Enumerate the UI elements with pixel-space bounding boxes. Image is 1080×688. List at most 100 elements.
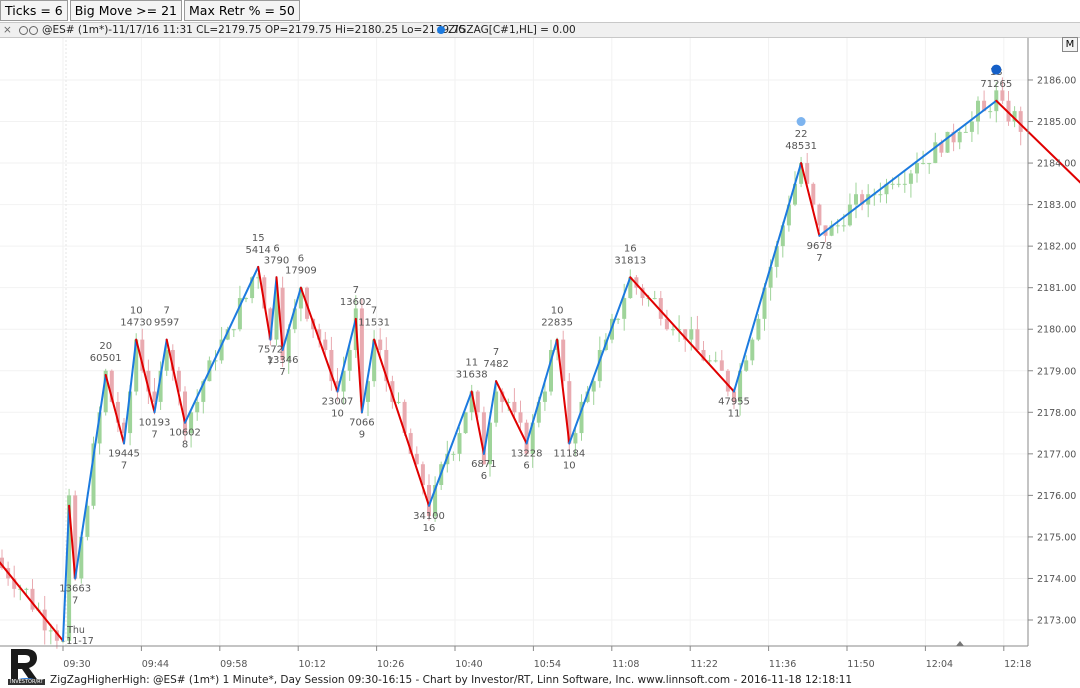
zigzag-label: 19445 — [108, 448, 140, 459]
zigzag-label: 11 — [465, 358, 478, 369]
candle-down — [518, 412, 523, 423]
candle-up — [341, 370, 346, 392]
candle-up — [976, 100, 980, 122]
zigzag-up-segment — [153, 338, 168, 414]
zigzag-up-segment — [428, 390, 473, 507]
candle-down — [115, 401, 120, 423]
candle-down — [1018, 111, 1023, 132]
toggle-dots-icon[interactable] — [19, 25, 39, 39]
candle-down — [329, 349, 334, 382]
zigzag-label: 13346 — [267, 355, 299, 366]
zigzag-down-segment — [299, 286, 339, 393]
zigzag-down-segment — [470, 390, 485, 455]
close-icon[interactable]: × — [3, 24, 12, 36]
candle-down — [73, 495, 78, 579]
zigzag-legend[interactable]: ZIGZAG[C#1,HL] = 0.00 — [437, 23, 576, 37]
chart-grid — [0, 36, 1028, 646]
zigzag-up-segment — [269, 276, 278, 341]
zigzag-label: 9 — [359, 429, 365, 440]
price-axis[interactable]: 2173.00 2174.00 2175.00 2176.00 2177.00 2178.… — [1028, 75, 1076, 627]
zigzag-label: 7 — [279, 367, 285, 378]
zigzag-label: 10 — [130, 306, 143, 317]
param-ticks[interactable]: Ticks = 6 — [0, 0, 68, 21]
zigzag-label: 11184 — [553, 448, 585, 459]
zigzag-label: 6 — [481, 471, 487, 482]
candle-up — [469, 391, 474, 413]
candle-down — [390, 381, 395, 402]
time-tick-label: 12:18 — [1004, 659, 1031, 670]
candle-down — [695, 329, 700, 350]
zigzag-label: 16 — [423, 523, 436, 534]
zigzag-label: 10 — [563, 460, 576, 471]
candle-up — [945, 131, 950, 153]
zigzag-down-segment — [373, 338, 430, 507]
time-tick-label: 09:44 — [142, 659, 169, 670]
candle-up — [616, 318, 621, 320]
candle-up — [1012, 111, 1017, 122]
candle-down — [811, 183, 816, 205]
zigzag-up-segment — [74, 373, 107, 580]
candle-up — [79, 536, 84, 579]
candle-up — [744, 360, 749, 371]
candle-down — [359, 308, 364, 402]
time-tick-label: 11:22 — [691, 659, 718, 670]
price-tick-label: 2180.00 — [1037, 325, 1076, 336]
time-axis[interactable]: 09:30 09:44 09:58 10:12 10:26 10:40 10:54 11:08… — [62, 646, 1031, 670]
zigzag-label: 8 — [182, 440, 188, 451]
candle-up — [195, 401, 200, 413]
candle-up — [707, 360, 712, 362]
candle-up — [463, 412, 468, 434]
candle-down — [30, 588, 35, 610]
zigzag-down-segment — [800, 162, 821, 237]
zigzag-up-segment — [525, 338, 559, 445]
candle-down — [1000, 90, 1005, 101]
candle-up — [451, 453, 456, 455]
candle-down — [658, 298, 663, 319]
candle-up — [542, 391, 547, 402]
zigzag-legend-text: ZIGZAG[C#1,HL] = 0.00 — [448, 24, 576, 36]
price-tick-label: 2182.00 — [1037, 242, 1076, 253]
candle-up — [48, 630, 53, 632]
candle-up — [969, 121, 974, 132]
candle-down — [683, 329, 688, 340]
zigzag-down-segment — [275, 276, 284, 351]
zigzag-label: 10 — [551, 306, 564, 317]
candle-up — [530, 422, 535, 454]
candle-up — [774, 246, 779, 267]
candle-up — [756, 318, 761, 340]
zigzag-down-segment — [257, 265, 272, 341]
zigzag-label: 47955 — [718, 397, 750, 408]
date-marker-date: 11-17 — [66, 636, 94, 647]
candle-down — [323, 339, 328, 350]
candle-down — [402, 401, 407, 434]
candle-up — [134, 339, 139, 392]
candle-up — [506, 401, 511, 403]
zigzag-label: 7572 — [258, 345, 283, 356]
logo-watermark: INVESTOR/RT — [8, 679, 46, 685]
param-big-move[interactable]: Big Move >= 21 — [69, 0, 183, 21]
time-tick-label: 11:50 — [847, 659, 874, 670]
maximize-button[interactable]: M — [1062, 37, 1078, 52]
candle-up — [372, 339, 377, 382]
time-tick-label: 11:08 — [612, 659, 639, 670]
zigzag-label: 31638 — [456, 370, 488, 381]
zigzag-label: 5414 — [245, 245, 270, 256]
zigzag-up-segment — [123, 338, 138, 445]
candle-down — [122, 422, 126, 434]
candle-down — [152, 391, 157, 402]
scroll-marker-icon[interactable] — [956, 641, 964, 646]
zigzag-label: 7 — [371, 306, 377, 317]
price-tick-label: 2179.00 — [1037, 366, 1076, 377]
candle-up — [927, 163, 932, 165]
candle-down — [732, 391, 736, 402]
zigzag-label: 48531 — [785, 141, 817, 152]
zigzag-up-segment — [336, 317, 357, 393]
param-max-retr[interactable]: Max Retr % = 50 — [184, 0, 300, 21]
candle-up — [622, 298, 627, 319]
candle-up — [799, 163, 804, 184]
zigzag-label: 7 — [121, 460, 127, 471]
zigzag-label: 10 — [331, 409, 344, 420]
zigzag-label: 7 — [267, 357, 273, 368]
candle-up — [915, 163, 919, 174]
